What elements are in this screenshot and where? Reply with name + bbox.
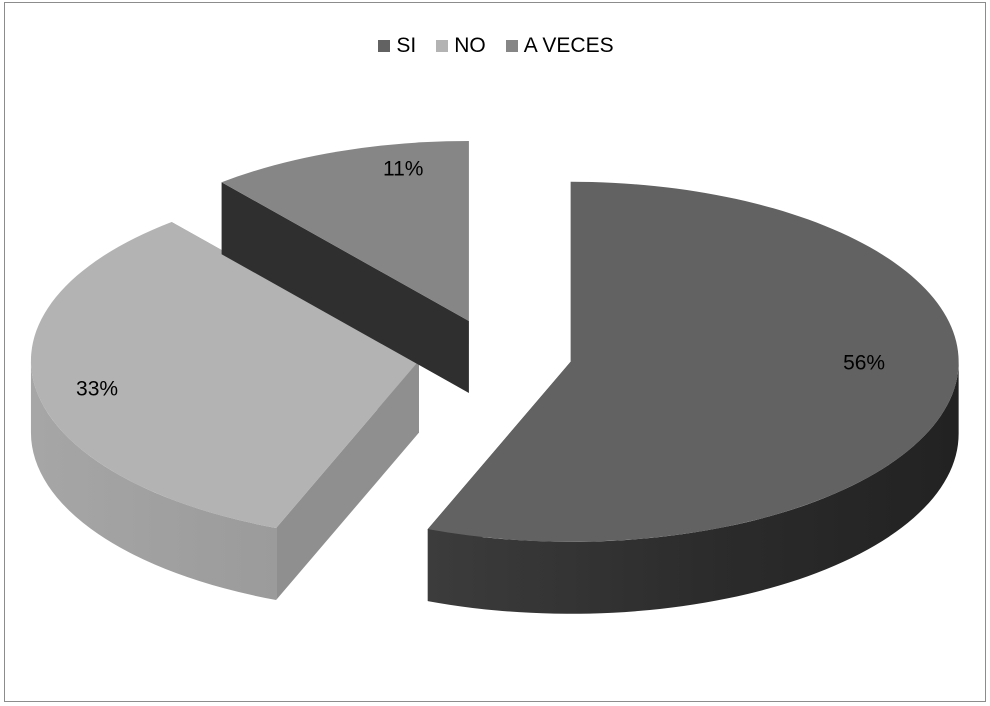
legend-swatch-a-veces bbox=[505, 40, 518, 52]
legend-label-a-veces: A VECES bbox=[523, 34, 614, 57]
pie-slice-a-veces-edge-0 bbox=[221, 182, 469, 393]
pie-slice-no-side bbox=[30, 360, 277, 601]
pie-chart: 56% 33% 11% bbox=[30, 140, 959, 614]
data-label-a-veces: 11% bbox=[383, 158, 423, 181]
legend-item-no: NO bbox=[436, 34, 486, 58]
pie-slice-no bbox=[30, 221, 419, 601]
legend-item-si: SI bbox=[378, 34, 416, 58]
legend-label-no: NO bbox=[454, 34, 486, 57]
pie-slice-si-side bbox=[427, 361, 959, 614]
legend-item-a-veces: A VECES bbox=[505, 34, 614, 58]
legend-swatch-si bbox=[378, 40, 391, 52]
chart-frame: SI NO A VECES 56% 33% 11% bbox=[4, 2, 986, 702]
data-label-si: 56% bbox=[843, 351, 885, 374]
pie-slice-no-top bbox=[30, 221, 419, 529]
legend-label-si: SI bbox=[396, 34, 417, 57]
pie-slice-no-edge-0 bbox=[276, 360, 419, 601]
chart-legend: SI NO A VECES bbox=[5, 34, 987, 58]
pie-slice-a-veces bbox=[221, 140, 469, 393]
data-label-no: 33% bbox=[76, 377, 118, 400]
pie-slice-a-veces-top bbox=[221, 140, 469, 321]
pie-slice-si-top bbox=[427, 181, 959, 542]
pie-slice-si bbox=[427, 181, 959, 614]
legend-swatch-no bbox=[436, 40, 449, 52]
